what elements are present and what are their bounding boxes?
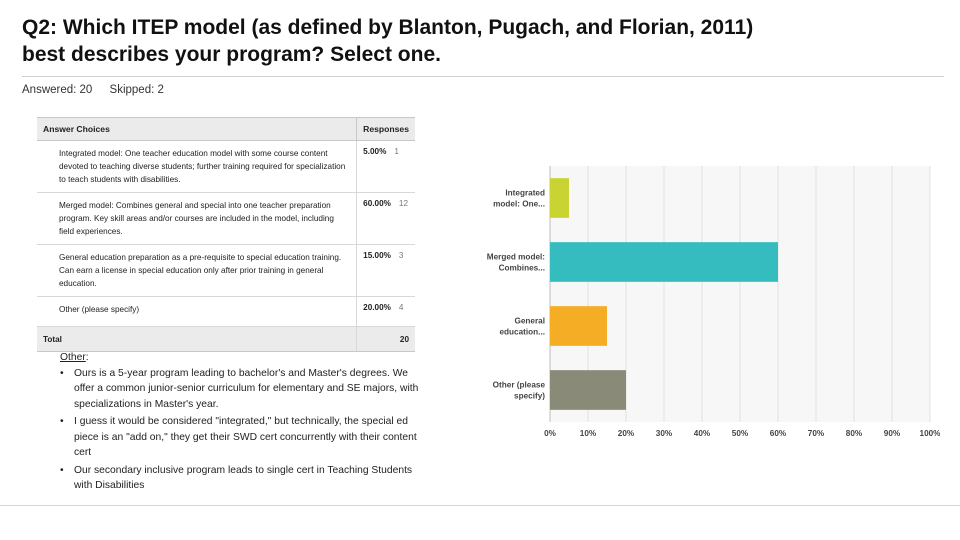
question-title: Q2: Which ITEP model (as defined by Blan… <box>22 14 942 68</box>
category-label: Other (please specify) <box>493 381 546 401</box>
category-label-line: model: One... <box>493 200 545 209</box>
answer-choice: Other (please specify) <box>37 296 357 327</box>
response-percent: 60.00% <box>363 199 391 208</box>
list-item: Ours is a 5-year program leading to bach… <box>60 366 430 413</box>
table-total-row: Total 20 <box>37 326 415 352</box>
total-label: Total <box>37 326 357 352</box>
category-label-line: Other (please <box>493 381 546 390</box>
category-label-line: specify) <box>514 392 545 401</box>
response-bar-chart: 0% 10% 20% 30% 40% 50% 60% 70% 80% 90% 100% Integra… <box>470 160 941 455</box>
header-answer-choices: Answer Choices <box>37 117 357 141</box>
category-label-line: Integrated <box>505 189 545 198</box>
x-tick-label: 40% <box>694 429 711 438</box>
x-tick-label: 10% <box>580 429 597 438</box>
x-tick-label: 60% <box>770 429 787 438</box>
answer-choice: Merged model: Combines general and speci… <box>37 192 357 245</box>
other-heading: Other: <box>60 350 430 366</box>
response-count: 1 <box>394 147 399 156</box>
x-tick-label: 100% <box>920 429 940 438</box>
answered-count: Answered: 20 <box>22 84 93 96</box>
category-label: General education... <box>500 317 546 337</box>
chart-bar <box>550 178 569 218</box>
response-cell: 15.00% 3 <box>356 244 415 297</box>
response-percent: 5.00% <box>363 147 387 156</box>
other-label: Other <box>60 352 86 363</box>
header-responses: Responses <box>356 117 415 141</box>
question-title-line1: Q2: Which ITEP model (as defined by Blan… <box>22 16 754 39</box>
category-label-line: General <box>515 317 546 326</box>
skipped-count: Skipped: 2 <box>109 84 164 96</box>
response-percent: 20.00% <box>363 303 391 312</box>
answer-table: Answer Choices Responses Integrated mode… <box>37 117 415 352</box>
category-label-line: Merged model: <box>487 253 545 262</box>
footer-divider <box>0 505 960 506</box>
question-title-line2: best describes your program? Select one. <box>22 43 441 66</box>
answer-choice: General education preparation as a pre-r… <box>37 244 357 297</box>
response-percent: 15.00% <box>363 251 391 260</box>
table-row: Other (please specify) 20.00% 4 <box>37 296 415 327</box>
category-label-line: education... <box>500 328 546 337</box>
x-tick-label: 20% <box>618 429 635 438</box>
chart-svg: 0% 10% 20% 30% 40% 50% 60% 70% 80% 90% 100% Integra… <box>487 166 941 438</box>
title-divider <box>22 76 944 77</box>
other-list: Ours is a 5-year program leading to bach… <box>60 366 430 494</box>
x-tick-label: 90% <box>884 429 901 438</box>
response-cell: 5.00% 1 <box>356 140 415 193</box>
response-stats: Answered: 20 Skipped: 2 <box>22 84 178 96</box>
response-cell: 20.00% 4 <box>356 296 415 327</box>
response-count: 4 <box>398 303 404 312</box>
table-row: General education preparation as a pre-r… <box>37 244 415 297</box>
response-cell: 60.00% 12 <box>356 192 415 245</box>
list-item: I guess it would be considered "integrat… <box>60 414 430 461</box>
other-responses: Other: Ours is a 5-year program leading … <box>60 350 430 496</box>
table-header-row: Answer Choices Responses <box>37 117 415 141</box>
category-label: Merged model: Combines... <box>487 253 545 273</box>
table-row: Merged model: Combines general and speci… <box>37 192 415 245</box>
category-label-line: Combines... <box>499 264 545 273</box>
answer-choice: Integrated model: One teacher education … <box>37 140 357 193</box>
x-tick-label: 70% <box>808 429 825 438</box>
x-tick-label: 30% <box>656 429 673 438</box>
response-count: 12 <box>398 199 409 208</box>
x-tick-label: 50% <box>732 429 749 438</box>
x-tick-label: 80% <box>846 429 863 438</box>
chart-bar <box>550 306 607 346</box>
x-tick-label: 0% <box>544 429 557 438</box>
list-item: Our secondary inclusive program leads to… <box>60 463 430 494</box>
table-row: Integrated model: One teacher education … <box>37 140 415 193</box>
other-colon: : <box>85 352 89 363</box>
total-value: 20 <box>356 326 415 352</box>
chart-bar <box>550 370 626 410</box>
chart-bar <box>550 242 778 282</box>
category-label: Integrated model: One... <box>493 189 545 209</box>
response-count: 3 <box>398 251 404 260</box>
